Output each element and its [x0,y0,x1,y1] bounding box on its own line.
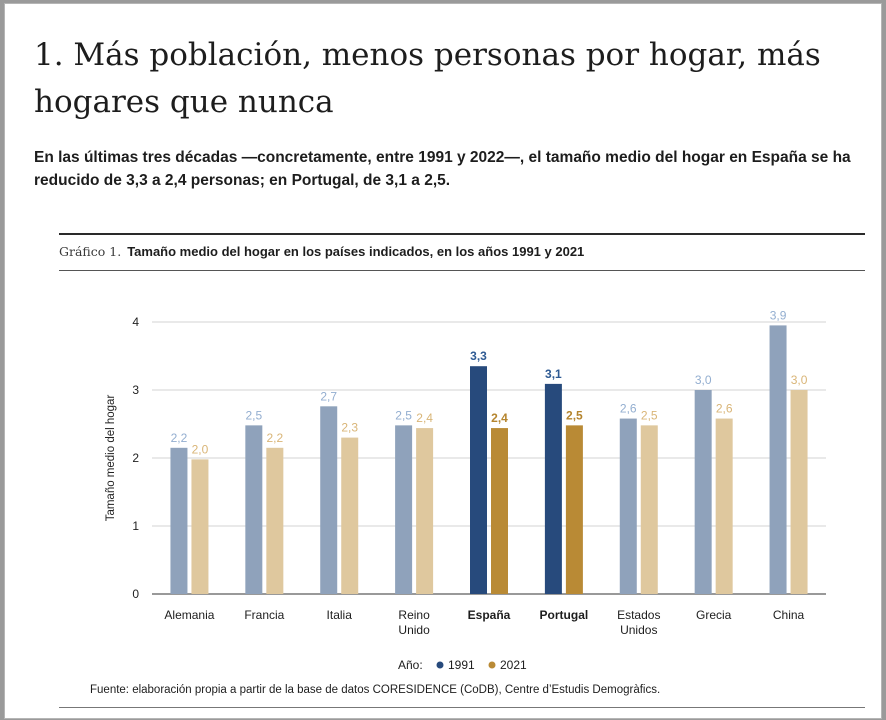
y-axis-title: Tamaño medio del hogar [105,395,117,522]
bar-2021 [491,428,508,594]
x-tick-label: Reino Unido [398,608,430,637]
x-tick-label: España [468,608,511,622]
page-frame [4,3,882,719]
bar-1991 [320,406,338,594]
x-tick-label: Francia [244,608,284,622]
bar-1991 [619,418,637,594]
data-label-2021: 2,4 [416,411,433,425]
data-label-1991: 2,2 [171,431,188,445]
data-label-2021: 2,3 [341,421,358,435]
x-tick-label: China [773,608,805,622]
data-label-2021: 2,5 [566,408,583,422]
y-tick-label: 4 [132,315,139,329]
bar-2021 [790,390,808,594]
bar-1991 [245,425,263,594]
source-note: Fuente: elaboración propia a partir de l… [90,684,661,696]
data-label-1991: 3,1 [545,367,562,381]
x-tick-label: Alemania [164,608,214,622]
x-tick-label: Portugal [540,608,589,622]
legend-label: 2021 [500,658,527,672]
page-title: 1. Más población, menos personas por hog… [34,37,821,120]
bar-2021 [640,425,658,594]
data-label-2021: 2,0 [192,442,209,456]
legend-marker [436,661,444,669]
bar-2021 [565,425,583,594]
data-label-1991: 2,6 [620,402,637,416]
x-tick-label: Italia [327,608,353,622]
data-label-1991: 3,0 [695,373,712,387]
bar-2021 [266,447,284,594]
bar-1991 [544,383,562,594]
legend-label: 1991 [448,658,475,672]
chart-caption-prefix: Gráfico 1. [59,244,122,259]
chart-title: Tamaño medio del hogar en los países ind… [127,244,585,259]
y-tick-label: 3 [132,383,139,397]
bar-2021 [191,459,209,594]
bar-1991 [170,447,188,594]
bar-2021 [341,437,359,594]
data-label-1991: 2,5 [395,408,412,422]
data-label-2021: 2,5 [641,408,658,422]
data-label-2021: 3,0 [791,373,808,387]
x-tick-label: Grecia [696,608,732,622]
bar-2021 [715,418,733,594]
lead-paragraph: En las últimas tres décadas —concretamen… [34,149,851,189]
legend-marker [488,661,496,669]
data-label-2021: 2,2 [266,431,283,445]
data-label-2021: 2,6 [716,402,733,416]
data-label-1991: 3,9 [770,308,787,322]
data-label-2021: 2,4 [491,411,508,425]
caption-top-rule [59,233,865,235]
data-label-1991: 3,3 [470,349,487,363]
chart-caption: Gráfico 1. Tamaño medio del hogar en los … [59,243,584,261]
bar-1991 [769,325,787,594]
footer-rule [59,707,865,708]
legend-title: Año: [398,658,423,672]
bar-1991 [470,366,487,594]
caption-bottom-rule [59,270,865,271]
y-tick-label: 2 [132,451,139,465]
bar-2021 [416,428,434,594]
data-label-1991: 2,7 [320,389,337,403]
y-tick-label: 1 [132,519,139,533]
bar-1991 [395,425,413,594]
data-label-1991: 2,5 [245,408,262,422]
bar-1991 [694,390,712,594]
x-tick-label: Estados Unidos [617,608,660,637]
y-tick-label: 0 [132,587,139,601]
